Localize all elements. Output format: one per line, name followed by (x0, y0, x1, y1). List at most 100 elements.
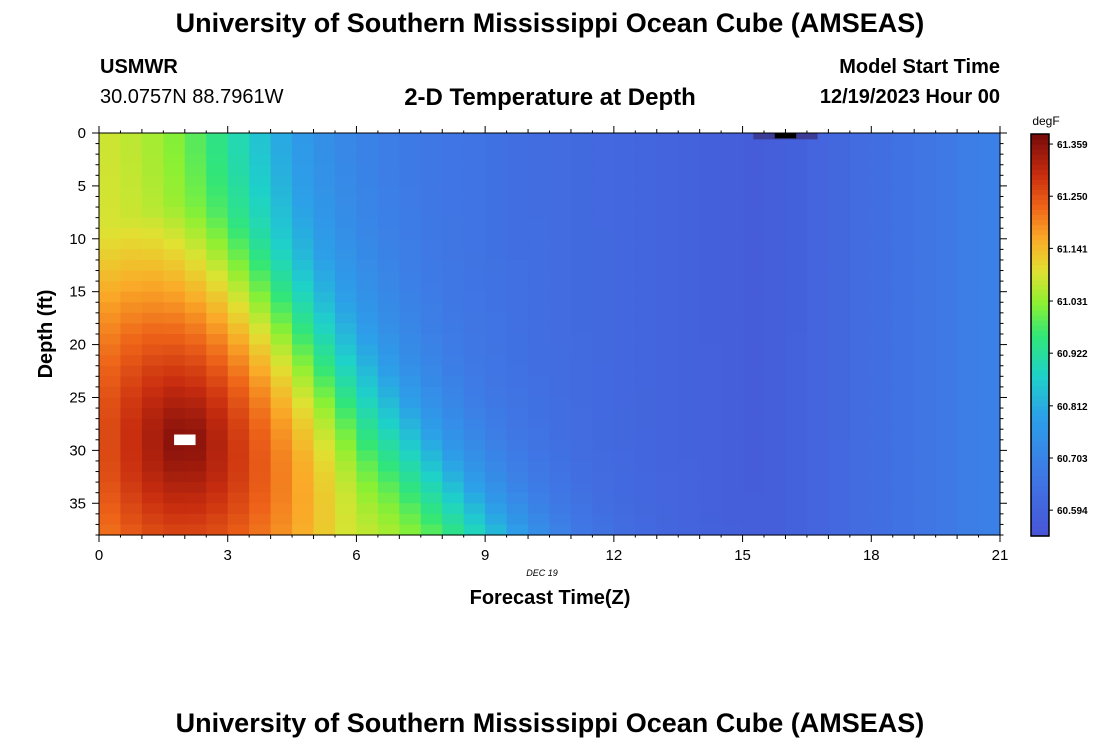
heatmap-cell (206, 238, 229, 250)
heatmap-cell (549, 334, 572, 346)
heatmap-cell (356, 386, 379, 399)
heatmap-cells (99, 133, 1001, 536)
heatmap-cell (549, 365, 572, 377)
heatmap-cell (957, 408, 980, 420)
heatmap-cell (635, 207, 658, 219)
heatmap-cell (141, 355, 164, 367)
colorbar-segment (1031, 445, 1049, 452)
heatmap-cell (957, 175, 980, 187)
heatmap-cell (292, 323, 315, 335)
heatmap-cell (935, 249, 958, 261)
heatmap-cell (206, 164, 229, 176)
heatmap-cell (742, 228, 765, 240)
heatmap-cell (978, 482, 1001, 494)
heatmap-cell (528, 238, 551, 250)
heatmap-cell (892, 365, 915, 377)
heatmap-cell (463, 217, 486, 229)
heatmap-cell (806, 344, 829, 356)
heatmap-cell (99, 429, 122, 441)
heatmap-cell (99, 259, 122, 272)
heatmap-cell (463, 291, 486, 303)
heatmap-cell (442, 450, 465, 462)
heatmap-cell (506, 312, 529, 325)
heatmap-cell (249, 344, 272, 356)
heatmap-cell (892, 217, 915, 229)
heatmap-cell (785, 386, 808, 399)
heatmap-cell (420, 513, 443, 526)
heatmap-cell (442, 513, 465, 526)
heatmap-cell (764, 154, 787, 166)
heatmap-cell (249, 471, 272, 483)
colorbar-segment (1031, 340, 1049, 346)
heatmap-cell (227, 513, 250, 526)
heatmap-cell (828, 238, 851, 250)
heatmap-cell (549, 397, 572, 409)
heatmap-cell (528, 397, 551, 409)
heatmap-cell (506, 408, 529, 420)
heatmap-cell (292, 397, 315, 409)
heatmap-cell (270, 482, 293, 494)
heatmap-cell (334, 408, 358, 420)
heatmap-cell (120, 185, 143, 198)
heatmap-cell (549, 143, 572, 155)
heatmap-cell (806, 228, 829, 240)
heatmap-cell (806, 513, 829, 526)
heatmap-cell (206, 312, 229, 325)
heatmap-cell (313, 154, 336, 166)
heatmap-cell (227, 524, 250, 536)
y-tick-label: 15 (69, 284, 86, 301)
heatmap-cell (721, 133, 744, 145)
heatmap-cell (849, 217, 872, 229)
heatmap-cell (978, 323, 1001, 335)
heatmap-cell (377, 185, 400, 198)
heatmap-cell (270, 164, 293, 176)
heatmap-cell (184, 492, 207, 504)
heatmap-cell (356, 418, 379, 430)
heatmap-cell (292, 281, 315, 293)
heatmap-cell (141, 365, 164, 377)
heatmap-cell (227, 365, 250, 377)
heatmap-cell (184, 217, 207, 229)
heatmap-cell (892, 334, 915, 346)
heatmap-cell (420, 133, 443, 145)
heatmap-cell (592, 355, 615, 367)
heatmap-cell (356, 397, 379, 409)
heatmap-cell (957, 482, 980, 494)
heatmap-cell (957, 238, 980, 250)
heatmap-cell (764, 418, 787, 430)
heatmap-cell (656, 334, 679, 346)
heatmap-cell (528, 133, 551, 145)
heatmap-cell (656, 492, 679, 504)
heatmap-cell (206, 408, 229, 420)
heatmap-cell (528, 217, 551, 229)
heatmap-cell (99, 365, 122, 377)
heatmap-cell (892, 418, 915, 430)
heatmap-cell (849, 397, 872, 409)
heatmap-cell (978, 259, 1001, 272)
heatmap-cell (656, 460, 679, 473)
heatmap-cell (613, 175, 636, 187)
colorbar-segment (1031, 395, 1049, 401)
heatmap-cell (141, 503, 164, 515)
heatmap-cell (892, 471, 915, 483)
heatmap-cell (442, 344, 465, 356)
heatmap-cell (742, 397, 765, 409)
heatmap-cell (163, 355, 186, 367)
heatmap-cell (978, 513, 1001, 526)
heatmap-cell (313, 185, 336, 198)
heatmap-cell (399, 460, 422, 473)
heatmap-cell (506, 524, 529, 536)
heatmap-cell (656, 302, 679, 314)
heatmap-cell (828, 355, 851, 367)
heatmap-cell (184, 408, 207, 420)
heatmap-cell (764, 207, 787, 219)
heatmap-cell (442, 207, 465, 219)
heatmap-cell (442, 492, 465, 504)
heatmap-cell (377, 460, 400, 473)
heatmap-cell (914, 270, 937, 282)
heatmap-cell (978, 185, 1001, 198)
heatmap-cell (356, 365, 379, 377)
heatmap-cell (935, 185, 958, 198)
heatmap-cell (699, 355, 722, 367)
heatmap-cell (806, 196, 829, 208)
